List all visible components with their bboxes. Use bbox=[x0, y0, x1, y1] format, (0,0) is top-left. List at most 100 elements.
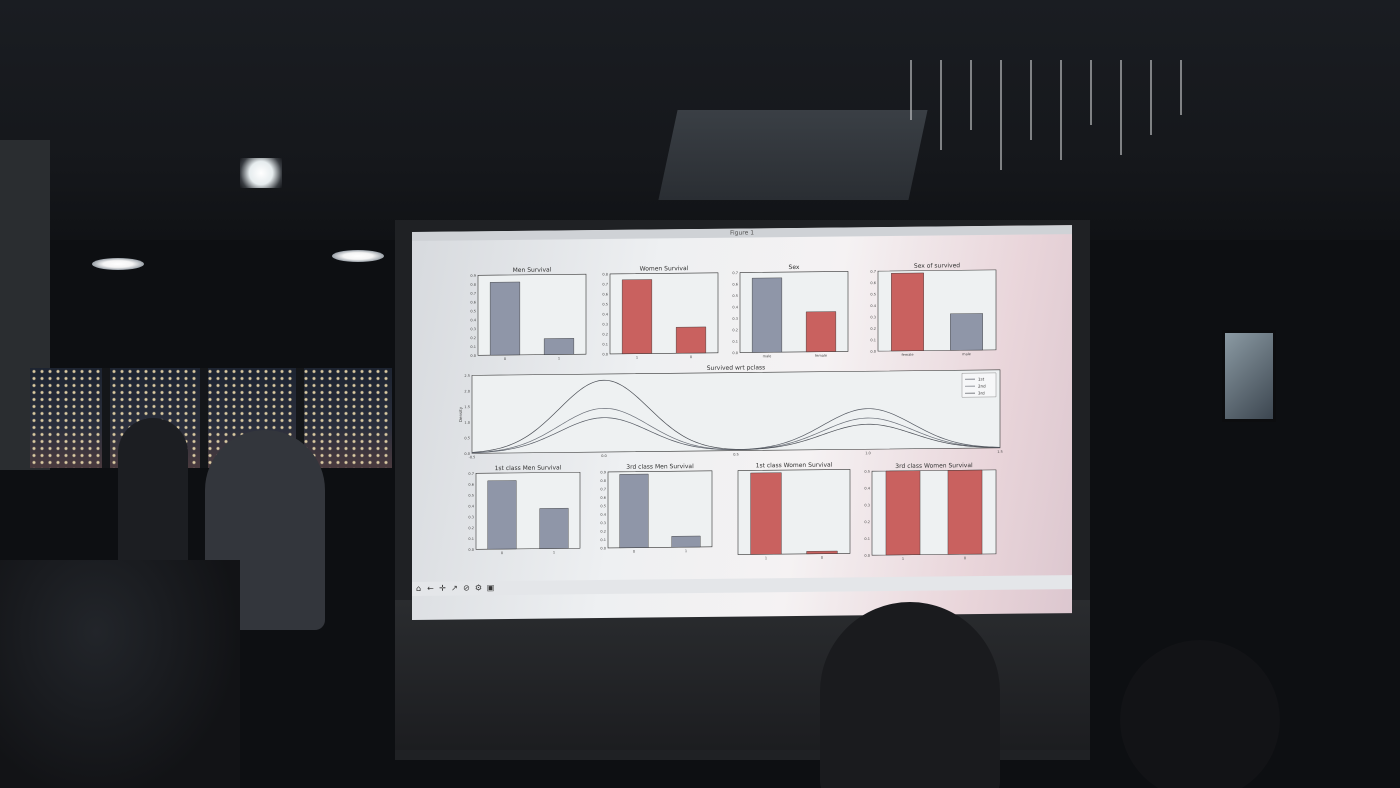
chart-title: 1st class Men Survival bbox=[494, 464, 562, 473]
y-tick-label: 0.0 bbox=[464, 452, 470, 456]
x-tick-label: 1.0 bbox=[865, 451, 871, 455]
x-tick-label: 1 bbox=[765, 556, 767, 560]
bar bbox=[885, 470, 921, 556]
y-tick-label: 0.3 bbox=[468, 515, 474, 519]
y-tick-label: 0.4 bbox=[470, 318, 476, 322]
y-tick-label: 0.5 bbox=[464, 436, 470, 440]
audience-head bbox=[820, 602, 1000, 788]
chart-title: Sex of survived bbox=[913, 262, 961, 270]
y-tick-label: 0.5 bbox=[468, 494, 474, 498]
y-tick-label: 0.0 bbox=[870, 350, 876, 354]
bar-chart-svg: 0.0 0.1 0.2 0.3 0.4 0.5 1 0 bbox=[864, 469, 997, 561]
bar bbox=[487, 480, 517, 550]
x-tick-label: 0 bbox=[821, 556, 823, 560]
y-tick-label: 0.3 bbox=[470, 327, 476, 331]
y-tick-label: 0.7 bbox=[600, 487, 606, 491]
y-axis-label: Density bbox=[458, 406, 463, 422]
y-tick-label: 0.7 bbox=[870, 270, 876, 274]
audience-head bbox=[1120, 640, 1280, 788]
bar bbox=[891, 272, 924, 352]
city-window-view bbox=[30, 368, 392, 468]
y-tick-label: 0.1 bbox=[602, 342, 608, 346]
chart-sex-of-survived: Sex of survived 0.0 0.1 0.2 0.3 0.4 0.5 0.6 0.7 f… bbox=[870, 262, 997, 357]
y-tick-label: 0.6 bbox=[870, 281, 876, 285]
bar-chart-svg: 0.0 0.1 0.2 0.3 0.4 0.5 0.6 0.7 0.8 0.9 0 1 bbox=[470, 274, 587, 361]
exit-sign-light bbox=[240, 158, 282, 188]
bar bbox=[806, 550, 838, 555]
bar-chart-svg: 0.0 0.1 0.2 0.3 0.4 0.5 0.6 0.7 female male bbox=[870, 269, 997, 357]
y-tick-label: 0.3 bbox=[864, 503, 870, 507]
bar bbox=[675, 326, 707, 354]
y-tick-label: 0.5 bbox=[870, 292, 876, 296]
x-tick-label: 1 bbox=[685, 549, 687, 553]
y-tick-label: 0.7 bbox=[732, 271, 738, 275]
y-tick-label: 0.0 bbox=[600, 546, 606, 550]
y-tick-label: 0.2 bbox=[470, 336, 476, 340]
y-tick-label: 0.3 bbox=[732, 317, 738, 321]
x-tick-label: male bbox=[763, 354, 772, 358]
y-tick-label: 0.3 bbox=[602, 322, 608, 326]
bar bbox=[539, 507, 569, 549]
forward-icon[interactable]: ✛ bbox=[439, 583, 446, 593]
save-icon[interactable]: ▣ bbox=[486, 583, 495, 593]
y-tick-label: 0.1 bbox=[732, 340, 738, 344]
bar bbox=[543, 338, 575, 355]
pendant-lights bbox=[900, 60, 1230, 180]
y-tick-label: 0.4 bbox=[864, 486, 870, 490]
y-tick-label: 0.1 bbox=[468, 537, 474, 541]
x-tick-label: 1.5 bbox=[997, 450, 1003, 454]
bar-chart-svg: 0.0 0.1 0.2 0.3 0.4 0.5 0.6 0.7 0.8 1 0 bbox=[602, 272, 719, 360]
y-tick-label: 2.5 bbox=[464, 374, 470, 378]
density-line-3rd bbox=[471, 379, 1001, 453]
chart-title: 3rd class Men Survival bbox=[626, 463, 694, 471]
y-tick-label: 0.5 bbox=[732, 294, 738, 298]
y-tick-label: 0.9 bbox=[600, 470, 606, 474]
x-tick-label: 0 bbox=[504, 357, 506, 361]
zoom-icon[interactable]: ⊘ bbox=[463, 583, 470, 593]
y-tick-label: 0.4 bbox=[602, 312, 608, 316]
x-tick-label: 1 bbox=[636, 356, 638, 360]
chart-title: Sex bbox=[788, 263, 800, 272]
y-tick-label: 0.4 bbox=[600, 513, 606, 517]
y-tick-label: 0.0 bbox=[864, 554, 870, 558]
y-tick-label: 0.5 bbox=[602, 302, 608, 306]
y-tick-label: 0.3 bbox=[870, 315, 876, 319]
y-tick-label: 0.5 bbox=[600, 504, 606, 508]
y-tick-label: 0.6 bbox=[470, 300, 476, 304]
back-icon[interactable]: ← bbox=[427, 583, 434, 593]
y-tick-label: 0.5 bbox=[864, 470, 870, 474]
pan-icon[interactable]: ↗ bbox=[451, 583, 458, 593]
x-tick-label: 1 bbox=[902, 557, 904, 561]
configure-icon[interactable]: ⚙ bbox=[474, 583, 483, 593]
y-tick-label: 1.5 bbox=[464, 405, 470, 409]
y-tick-label: 0.0 bbox=[732, 351, 738, 355]
x-tick-label: 0.0 bbox=[601, 454, 607, 458]
y-tick-label: 0.0 bbox=[470, 354, 476, 358]
home-icon[interactable]: ⌂ bbox=[415, 583, 422, 593]
projected-figure-window: Figure 1 Men Survival 0.0 0.1 0.2 0.3 0.4 0.5 0… bbox=[412, 225, 1072, 620]
bar-chart-svg: 0.0 0.1 0.2 0.3 0.4 0.5 0.6 0.7 0.8 0.9 0 1 bbox=[600, 470, 713, 554]
y-tick-label: 0.1 bbox=[600, 538, 606, 542]
y-tick-label: 0.3 bbox=[600, 521, 606, 525]
y-tick-label: 0.1 bbox=[864, 537, 870, 541]
ceiling-light bbox=[92, 258, 144, 270]
y-tick-label: 0.2 bbox=[468, 526, 474, 530]
plot-area bbox=[471, 369, 1001, 454]
legend-label: 1st bbox=[978, 377, 985, 382]
y-tick-label: 0.7 bbox=[470, 292, 476, 296]
chart-3rd-class-women-survival: 3rd class Women Survival 0.0 0.1 0.2 0.3 0.4 0… bbox=[864, 462, 997, 561]
chart-1st-class-men-survival: 1st class Men Survival 0.0 0.1 0.2 0.3 0.4 0.5… bbox=[468, 464, 581, 555]
bar bbox=[619, 473, 649, 549]
y-tick-label: 0.4 bbox=[870, 304, 876, 308]
x-tick-label: 1 bbox=[553, 551, 555, 555]
bar-chart-svg: 0.0 0.1 0.2 0.3 0.4 0.5 0.6 0.7 0 1 bbox=[468, 472, 581, 555]
x-tick-label: male bbox=[962, 352, 971, 356]
y-tick-label: 0.0 bbox=[602, 352, 608, 356]
x-tick-label: female bbox=[815, 354, 827, 358]
y-tick-label: 0.9 bbox=[470, 274, 476, 278]
window-frame bbox=[200, 368, 208, 468]
y-tick-label: 0.8 bbox=[602, 272, 608, 276]
